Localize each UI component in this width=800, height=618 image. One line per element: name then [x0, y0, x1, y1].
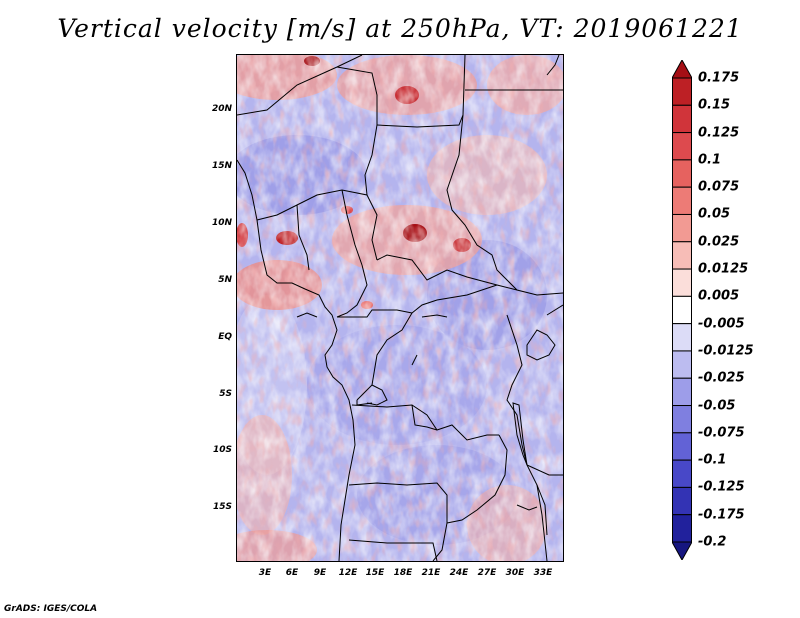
map-canvas [237, 55, 563, 561]
colorbar-segment [672, 377, 692, 407]
lat-tick-15N: 15N [211, 161, 232, 171]
colorbar-label: -0.1 [698, 452, 727, 468]
colorbar-segment [672, 132, 692, 161]
colorbar-label: 0.1 [698, 152, 722, 168]
lon-tick-30E: 30E [505, 568, 525, 578]
colorbar-segment [672, 514, 692, 543]
colorbar-top-triangle [672, 60, 692, 79]
lon-tick-15E: 15E [365, 568, 385, 578]
colorbar-label: -0.025 [698, 370, 745, 386]
colorbar-label: -0.05 [698, 398, 736, 414]
lat-tick-EQ: EQ [218, 332, 232, 342]
lat-tick-5N: 5N [218, 275, 232, 285]
colorbar-label: -0.005 [698, 316, 745, 332]
lon-tick-24E: 24E [449, 568, 469, 578]
lon-tick-3E: 3E [258, 568, 272, 578]
colorbar-label: -0.125 [698, 479, 745, 495]
colorbar-label: 0.15 [698, 97, 731, 113]
lon-tick-33E: 33E [533, 568, 553, 578]
field-texture-red [237, 55, 563, 561]
colorbar-label: -0.2 [698, 534, 727, 550]
colorbar-segment [672, 159, 692, 188]
colorbar-segment [672, 186, 692, 215]
colorbar-bottom-triangle [672, 541, 692, 560]
grads-credit: GrADS: IGES/COLA [4, 604, 98, 614]
lat-tick-10S: 10S [212, 445, 232, 455]
colorbar-segment [672, 432, 692, 461]
map-title: Vertical velocity [m/s] at 250hPa, VT: 2… [57, 14, 743, 43]
colorbar-segment [672, 323, 692, 352]
colorbar-label: -0.075 [698, 425, 745, 441]
colorbar-label: 0.175 [698, 70, 740, 86]
colorbar-segment [672, 77, 692, 106]
colorbar-segment [672, 104, 692, 134]
colorbar-label: 0.05 [698, 206, 731, 222]
lat-tick-15S: 15S [212, 502, 232, 512]
colorbar-segment [672, 350, 692, 379]
lon-tick-6E: 6E [285, 568, 299, 578]
velocity-map [236, 54, 564, 562]
country-borders [237, 55, 563, 561]
colorbar-segment [672, 213, 692, 243]
colorbar-segment [672, 459, 692, 488]
colorbar-label: -0.0125 [698, 343, 754, 359]
colorbar-segment [672, 268, 692, 297]
lon-tick-12E: 12E [338, 568, 358, 578]
colorbar-label: 0.125 [698, 125, 740, 141]
colorbar [672, 60, 692, 560]
colorbar-label: -0.175 [698, 507, 745, 523]
lon-tick-18E: 18E [393, 568, 413, 578]
lon-tick-21E: 21E [421, 568, 441, 578]
lat-tick-5S: 5S [219, 389, 232, 399]
colorbar-segment [672, 486, 692, 516]
colorbar-label: 0.025 [698, 234, 740, 250]
lon-tick-27E: 27E [477, 568, 497, 578]
colorbar-segment [672, 295, 692, 325]
lat-tick-20N: 20N [211, 104, 232, 114]
colorbar-label: 0.075 [698, 179, 740, 195]
colorbar-segment [672, 241, 692, 270]
lon-tick-9E: 9E [313, 568, 327, 578]
lat-tick-10N: 10N [211, 218, 232, 228]
colorbar-label: 0.005 [698, 288, 740, 304]
colorbar-label: 0.0125 [698, 261, 749, 277]
colorbar-segment [672, 405, 692, 434]
